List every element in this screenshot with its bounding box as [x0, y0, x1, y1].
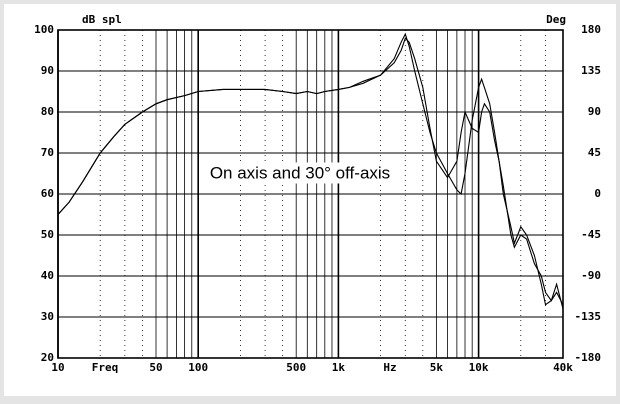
x-axis-label: Freq	[92, 361, 119, 374]
y-tick-label: 50	[41, 228, 54, 241]
y-tick-label: 100	[34, 23, 54, 36]
x-tick-label: 10	[51, 361, 64, 374]
y2-tick-label: -135	[575, 310, 602, 323]
annotation-background	[206, 162, 394, 184]
y2-tick-label: 180	[581, 23, 601, 36]
series-line	[57, 37, 564, 309]
plot-frame	[57, 29, 564, 359]
y-tick-label: 40	[41, 269, 54, 282]
x-tick-label: 10k	[469, 361, 489, 374]
x-tick-label: 500	[286, 361, 306, 374]
x-tick-label: 5k	[430, 361, 444, 374]
chart-background	[4, 4, 616, 396]
annotation: On axis and 30° off-axis	[210, 163, 390, 182]
x-tick-label: 100	[188, 361, 208, 374]
y-tick-label: 90	[41, 64, 54, 77]
y-tick-label: 80	[41, 105, 54, 118]
y-axis-label: dB spl	[82, 13, 122, 26]
y2-tick-label: 45	[588, 146, 601, 159]
y2-tick-label: 90	[588, 105, 601, 118]
y2-axis-label: Deg	[546, 13, 566, 26]
y-tick-label: 70	[41, 146, 54, 159]
y2-tick-label: 0	[594, 187, 601, 200]
y2-tick-label: -45	[581, 228, 601, 241]
y2-tick-label: -180	[575, 351, 602, 364]
y2-tick-label: -90	[581, 269, 601, 282]
x-tick-label: 1k	[332, 361, 346, 374]
y-tick-label: 20	[41, 351, 54, 364]
y-tick-label: 60	[41, 187, 54, 200]
y2-tick-label: 135	[581, 64, 601, 77]
y-tick-label: 30	[41, 310, 54, 323]
x-tick-label: 50	[149, 361, 162, 374]
x-axis-unit: Hz	[383, 361, 396, 374]
x-tick-label: 40k	[553, 361, 573, 374]
